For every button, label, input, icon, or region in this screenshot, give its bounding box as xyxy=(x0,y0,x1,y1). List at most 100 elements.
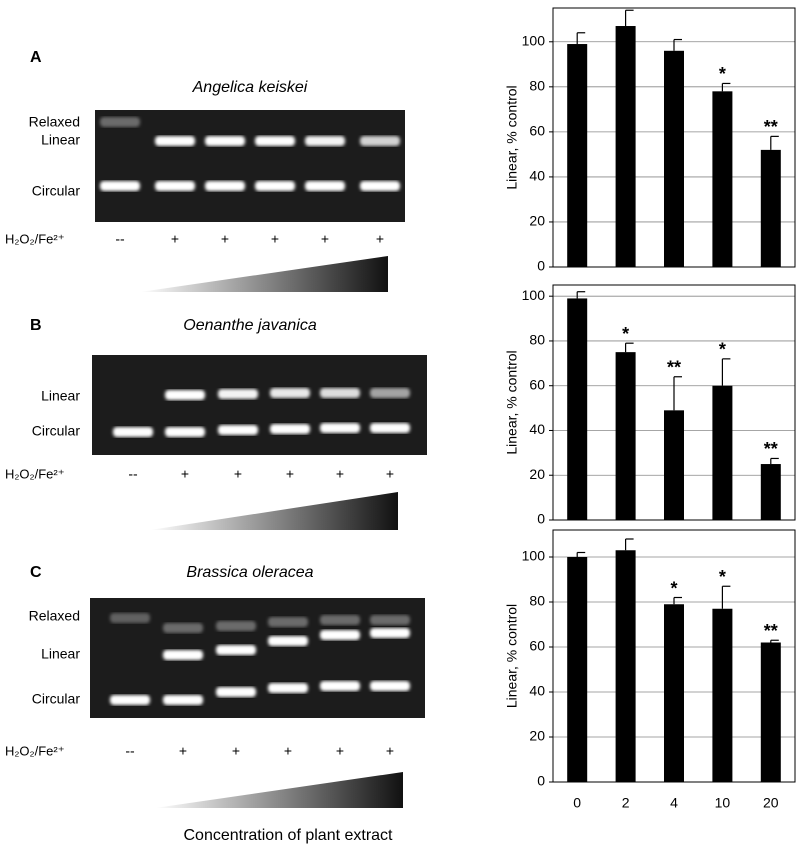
gel-band xyxy=(155,136,195,146)
gel-band xyxy=(268,636,308,646)
lane-label: + xyxy=(386,466,394,482)
gel-band xyxy=(370,423,410,433)
gel-band xyxy=(216,621,256,631)
gel-band xyxy=(155,181,195,191)
gel-band xyxy=(305,136,345,146)
bar xyxy=(615,26,636,267)
band-label: Relaxed xyxy=(29,114,80,130)
lane-label: + xyxy=(271,231,279,247)
bar xyxy=(567,44,588,267)
lane-label: + xyxy=(336,743,344,759)
x-tick-label: 10 xyxy=(715,795,731,811)
y-tick-label: 0 xyxy=(537,773,545,789)
lane-label: + xyxy=(376,231,384,247)
band-label: Relaxed xyxy=(29,608,80,624)
gel-band xyxy=(370,681,410,691)
y-tick-label: 20 xyxy=(529,728,545,744)
gel-band xyxy=(216,645,256,655)
treatment-label: H₂O₂/Fe²⁺ xyxy=(5,231,65,246)
gel-band xyxy=(205,136,245,146)
x-tick-label: 4 xyxy=(670,795,678,811)
y-tick-label: 40 xyxy=(529,168,545,184)
lane-label: -- xyxy=(115,231,125,247)
y-tick-label: 20 xyxy=(529,213,545,229)
gel xyxy=(92,355,427,455)
lane-label: + xyxy=(386,743,394,759)
gel-band xyxy=(320,615,360,625)
bar xyxy=(712,608,733,782)
x-tick-label: 0 xyxy=(573,795,581,811)
lane-label: + xyxy=(171,231,179,247)
significance: * xyxy=(719,567,726,587)
lane-label: + xyxy=(286,466,294,482)
lane-label: + xyxy=(221,231,229,247)
bar xyxy=(760,642,781,782)
lane-label: -- xyxy=(128,466,138,482)
y-tick-label: 60 xyxy=(529,638,545,654)
gel-band xyxy=(218,425,258,435)
panel-label: B xyxy=(30,317,42,334)
y-axis-label: Linear, % control xyxy=(504,350,520,454)
y-tick-label: 60 xyxy=(529,376,545,392)
gel-band xyxy=(370,628,410,638)
bar xyxy=(664,604,684,782)
y-tick-label: 0 xyxy=(537,511,545,527)
gel-band xyxy=(268,617,308,627)
gel-band xyxy=(100,117,140,127)
concentration-gradient xyxy=(140,256,388,292)
panel-title: Angelica keiskei xyxy=(192,79,308,96)
y-tick-label: 0 xyxy=(537,258,545,274)
lane-label: + xyxy=(336,466,344,482)
footer: Concentration of plant extract xyxy=(183,827,393,844)
bar xyxy=(664,410,684,520)
gel-band xyxy=(320,630,360,640)
gel-band xyxy=(163,650,203,660)
gel-band xyxy=(216,687,256,697)
lane-label: -- xyxy=(125,743,135,759)
bar xyxy=(567,298,588,520)
concentration-gradient xyxy=(155,772,403,808)
gel-band xyxy=(370,388,410,398)
gel-band xyxy=(163,695,203,705)
y-tick-label: 80 xyxy=(529,332,545,348)
panel-title: Brassica oleracea xyxy=(186,564,313,581)
lane-label: + xyxy=(321,231,329,247)
x-tick-label: 2 xyxy=(622,795,630,811)
bar xyxy=(760,464,781,520)
gel-band xyxy=(320,423,360,433)
gel-band xyxy=(165,390,205,400)
significance: * xyxy=(719,340,726,360)
band-label: Linear xyxy=(41,132,80,148)
significance: ** xyxy=(667,358,681,378)
gel-band xyxy=(270,424,310,434)
band-label: Linear xyxy=(41,388,80,404)
treatment-label: H₂O₂/Fe²⁺ xyxy=(5,743,65,758)
significance: ** xyxy=(764,439,778,459)
gel-band xyxy=(370,615,410,625)
gel-band xyxy=(163,623,203,633)
y-tick-label: 80 xyxy=(529,593,545,609)
gel-band xyxy=(360,181,400,191)
gel-band xyxy=(270,388,310,398)
bar xyxy=(615,352,636,520)
treatment-label: H₂O₂/Fe²⁺ xyxy=(5,466,65,481)
significance: * xyxy=(719,64,726,84)
panel-label: C xyxy=(30,564,42,581)
y-tick-label: 100 xyxy=(522,287,546,303)
gel-band xyxy=(305,181,345,191)
gel-band xyxy=(100,181,140,191)
x-tick-label: 20 xyxy=(763,795,779,811)
gel-band xyxy=(110,695,150,705)
y-tick-label: 20 xyxy=(529,466,545,482)
band-label: Circular xyxy=(32,691,81,707)
concentration-gradient xyxy=(150,492,398,530)
gel-band xyxy=(218,389,258,399)
gel-band xyxy=(320,681,360,691)
lane-label: + xyxy=(181,466,189,482)
y-axis-label: Linear, % control xyxy=(504,604,520,708)
significance: * xyxy=(670,578,677,598)
bar xyxy=(712,91,733,267)
y-tick-label: 40 xyxy=(529,421,545,437)
gel-band xyxy=(268,683,308,693)
